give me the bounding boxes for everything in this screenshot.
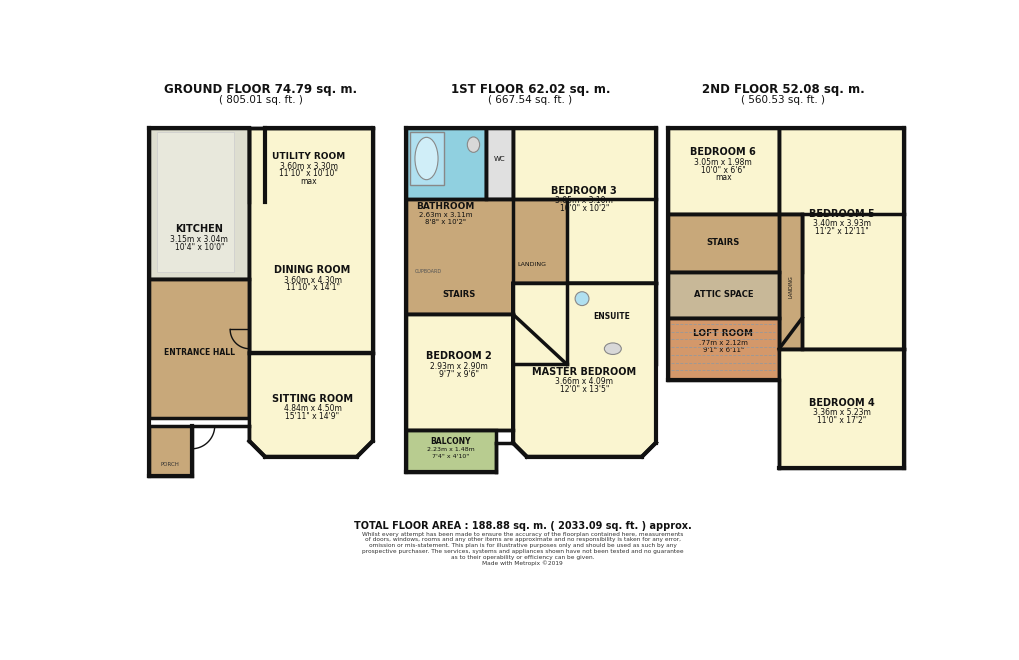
Text: MASTER BEDROOM: MASTER BEDROOM <box>532 367 636 377</box>
Text: BEDROOM 2: BEDROOM 2 <box>426 351 491 362</box>
Text: 2.63m x 3.11m: 2.63m x 3.11m <box>419 213 472 218</box>
Text: 2.93m x 2.90m: 2.93m x 2.90m <box>430 362 488 371</box>
Text: KITCHEN: KITCHEN <box>175 224 223 234</box>
Bar <box>666 214 802 272</box>
Text: STAIRS: STAIRS <box>706 238 739 247</box>
Text: PORCH: PORCH <box>161 462 179 467</box>
Text: max: max <box>300 177 317 186</box>
Text: UTILITY ROOM: UTILITY ROOM <box>272 152 345 160</box>
Bar <box>355 131 369 153</box>
Text: LOFT ROOM: LOFT ROOM <box>693 329 753 338</box>
Bar <box>513 128 655 283</box>
Text: BEDROOM 3: BEDROOM 3 <box>551 186 616 196</box>
Text: BALCONY: BALCONY <box>430 437 471 446</box>
Text: 3.05m x 1.98m: 3.05m x 1.98m <box>694 158 751 167</box>
Text: 3.60m x 3.30m: 3.60m x 3.30m <box>279 162 337 171</box>
Text: CUPBOARD: CUPBOARD <box>415 269 442 274</box>
Text: BATHROOM: BATHROOM <box>416 202 475 211</box>
Text: 2ND FLOOR 52.08 sq. m.: 2ND FLOOR 52.08 sq. m. <box>701 83 863 96</box>
Text: 3.40m x 3.93m: 3.40m x 3.93m <box>812 220 869 228</box>
Text: ( 560.53 sq. ft. ): ( 560.53 sq. ft. ) <box>740 95 824 105</box>
Bar <box>406 314 513 430</box>
Text: 2.23m x 1.48m: 2.23m x 1.48m <box>427 447 474 452</box>
Text: 3.66m x 4.09m: 3.66m x 4.09m <box>554 378 612 386</box>
Ellipse shape <box>575 292 588 306</box>
Text: TOTAL FLOOR AREA : 188.88 sq. m. ( 2033.09 sq. ft. ) approx.: TOTAL FLOOR AREA : 188.88 sq. m. ( 2033.… <box>354 521 691 531</box>
Text: ( 805.01 sq. ft. ): ( 805.01 sq. ft. ) <box>219 95 303 105</box>
Ellipse shape <box>415 137 437 180</box>
Text: max: max <box>714 174 731 182</box>
Text: SITTING ROOM: SITTING ROOM <box>272 394 353 404</box>
Text: ATTIC SPACE: ATTIC SPACE <box>693 290 752 299</box>
Text: 7'4" x 4'10": 7'4" x 4'10" <box>432 454 469 459</box>
Bar <box>406 430 495 472</box>
Text: GROUND FLOOR 74.79 sq. m.: GROUND FLOOR 74.79 sq. m. <box>164 83 358 96</box>
Text: 11'2" x 12'11": 11'2" x 12'11" <box>814 227 867 236</box>
Bar <box>567 283 655 364</box>
Text: 9'7" x 9'6": 9'7" x 9'6" <box>439 370 479 379</box>
Text: .77m x 2.12m: .77m x 2.12m <box>698 339 747 346</box>
Text: 8'8" x 10'2": 8'8" x 10'2" <box>425 219 466 226</box>
Polygon shape <box>406 199 567 364</box>
Text: 10'0" x 6'6": 10'0" x 6'6" <box>700 166 745 174</box>
Text: 11'10" x 10'10": 11'10" x 10'10" <box>279 170 337 178</box>
Text: 3.15m x 3.04m: 3.15m x 3.04m <box>170 235 228 244</box>
Bar <box>149 128 250 279</box>
Text: ENTRANCE HALL: ENTRANCE HALL <box>164 348 234 357</box>
Text: ( 667.54 sq. ft. ): ( 667.54 sq. ft. ) <box>488 95 572 105</box>
Text: Whilst every attempt has been made to ensure the accuracy of the floorplan conta: Whilst every attempt has been made to en… <box>362 531 683 566</box>
Text: 1ST FLOOR 62.02 sq. m.: 1ST FLOOR 62.02 sq. m. <box>450 83 609 96</box>
Ellipse shape <box>467 137 479 152</box>
Bar <box>149 426 192 476</box>
Text: BEDROOM 4: BEDROOM 4 <box>808 397 873 408</box>
Ellipse shape <box>604 343 621 354</box>
Text: 15'11" x 14'9": 15'11" x 14'9" <box>285 412 339 421</box>
Polygon shape <box>513 283 655 457</box>
Bar <box>265 128 371 203</box>
Text: 9'1" x 6'11": 9'1" x 6'11" <box>702 347 743 353</box>
Text: BEDROOM 6: BEDROOM 6 <box>690 147 755 157</box>
Text: ENSUITE: ENSUITE <box>592 312 629 321</box>
Bar <box>157 131 233 272</box>
Bar <box>666 272 779 318</box>
Text: 3.36m x 5.23m: 3.36m x 5.23m <box>812 408 869 417</box>
Bar <box>779 214 802 348</box>
Bar <box>250 128 372 352</box>
Text: DINING ROOM: DINING ROOM <box>274 265 351 275</box>
Bar <box>485 128 513 199</box>
Text: 10'0" x 10'2": 10'0" x 10'2" <box>559 204 608 213</box>
Text: 10'4" x 10'0": 10'4" x 10'0" <box>174 243 224 251</box>
Bar <box>406 128 485 283</box>
Text: 12'0" x 13'5": 12'0" x 13'5" <box>559 385 608 394</box>
Text: 4.84m x 4.50m: 4.84m x 4.50m <box>283 405 341 413</box>
Bar <box>410 131 444 185</box>
Bar <box>666 318 779 380</box>
Bar <box>779 348 903 468</box>
Bar <box>666 128 779 214</box>
Text: 3.05m x 3.10m: 3.05m x 3.10m <box>555 197 612 205</box>
Text: LANDING: LANDING <box>517 261 546 267</box>
Text: 11'10" x 14'1": 11'10" x 14'1" <box>285 283 339 292</box>
Text: STAIRS: STAIRS <box>442 290 476 299</box>
Bar <box>779 128 903 348</box>
Text: BEDROOM 5: BEDROOM 5 <box>808 209 873 219</box>
Polygon shape <box>250 352 372 457</box>
Bar <box>149 279 250 418</box>
Text: WC: WC <box>493 156 504 162</box>
Text: LANDING: LANDING <box>788 276 793 298</box>
Text: 3.60m x 4.30m: 3.60m x 4.30m <box>283 276 341 284</box>
Text: 11'0" x 17'2": 11'0" x 17'2" <box>816 416 865 425</box>
